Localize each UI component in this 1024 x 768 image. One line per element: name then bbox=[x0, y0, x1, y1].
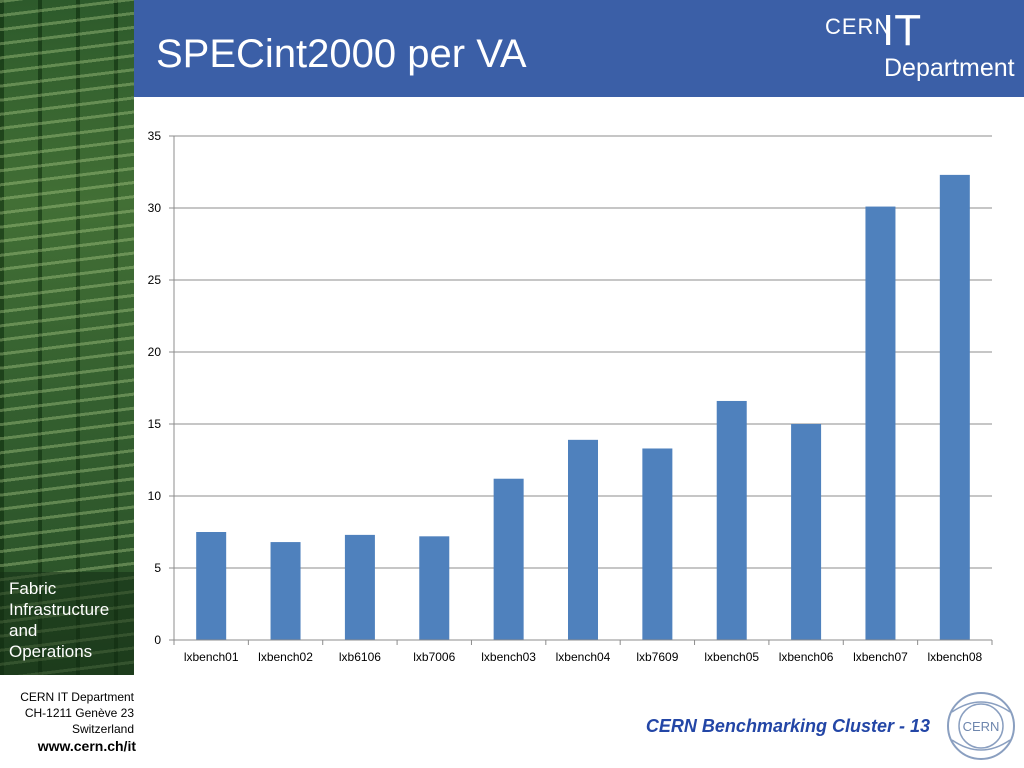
y-tick-label: 25 bbox=[148, 273, 162, 287]
footer-caption: CERN Benchmarking Cluster - 13 bbox=[645, 716, 930, 736]
sidebar-label-line: Fabric bbox=[9, 579, 57, 598]
y-tick-label: 20 bbox=[148, 345, 162, 359]
bar bbox=[493, 478, 524, 640]
sidebar-label: Fabric Infrastructure and Operations bbox=[9, 578, 133, 662]
x-tick-label: lxbench03 bbox=[481, 650, 536, 664]
sidebar-caption-backdrop bbox=[0, 572, 134, 675]
footer-address-line: CERN IT Department bbox=[20, 690, 134, 704]
footer-address: CERN IT Department CH-1211 Genève 23 Swi… bbox=[0, 689, 134, 737]
y-tick-label: 35 bbox=[148, 129, 162, 143]
logo-department-text: Department bbox=[884, 54, 1015, 82]
x-tick-label: lxb6106 bbox=[339, 650, 381, 664]
bar bbox=[865, 206, 896, 640]
sidebar-photo bbox=[0, 0, 134, 675]
bar bbox=[196, 532, 227, 640]
y-tick-label: 10 bbox=[148, 489, 162, 503]
y-tick-label: 15 bbox=[148, 417, 162, 431]
y-tick-label: 5 bbox=[154, 561, 161, 575]
bar bbox=[642, 448, 673, 640]
cern-emblem-icon: CERN bbox=[947, 692, 1015, 760]
bar bbox=[939, 174, 970, 640]
sidebar-label-line: Operations bbox=[9, 642, 93, 661]
title-bar bbox=[134, 0, 1024, 97]
x-tick-label: lxbench05 bbox=[704, 650, 759, 664]
x-tick-label: lxbench08 bbox=[927, 650, 982, 664]
logo-cern-text: CERN bbox=[825, 14, 892, 39]
bar bbox=[270, 542, 301, 640]
sidebar-label-line: and bbox=[9, 621, 38, 640]
x-tick-label: lxbench01 bbox=[184, 650, 239, 664]
y-tick-label: 0 bbox=[154, 633, 161, 647]
x-tick-label: lxb7609 bbox=[636, 650, 678, 664]
footer-url: www.cern.ch/it bbox=[37, 738, 136, 754]
bar bbox=[716, 400, 747, 640]
logo-it-text: IT bbox=[882, 6, 922, 55]
bar bbox=[568, 439, 598, 640]
bar bbox=[419, 536, 450, 640]
x-tick-label: lxb7006 bbox=[413, 650, 455, 664]
footer-address-line: Switzerland bbox=[71, 722, 134, 736]
x-tick-label: lxbench06 bbox=[779, 650, 834, 664]
x-tick-label: lxbench04 bbox=[556, 650, 611, 664]
y-tick-label: 30 bbox=[148, 201, 162, 215]
x-tick-label: lxbench07 bbox=[853, 650, 908, 664]
sidebar-label-line: Infrastructure bbox=[9, 600, 110, 619]
bar bbox=[344, 534, 375, 640]
cern-emblem-text: CERN bbox=[963, 719, 1000, 734]
footer-address-line: CH-1211 Genève 23 bbox=[24, 706, 134, 720]
x-tick-label: lxbench02 bbox=[258, 650, 313, 664]
slide-title: SPECint2000 per VA bbox=[156, 32, 527, 76]
bar bbox=[791, 424, 822, 640]
